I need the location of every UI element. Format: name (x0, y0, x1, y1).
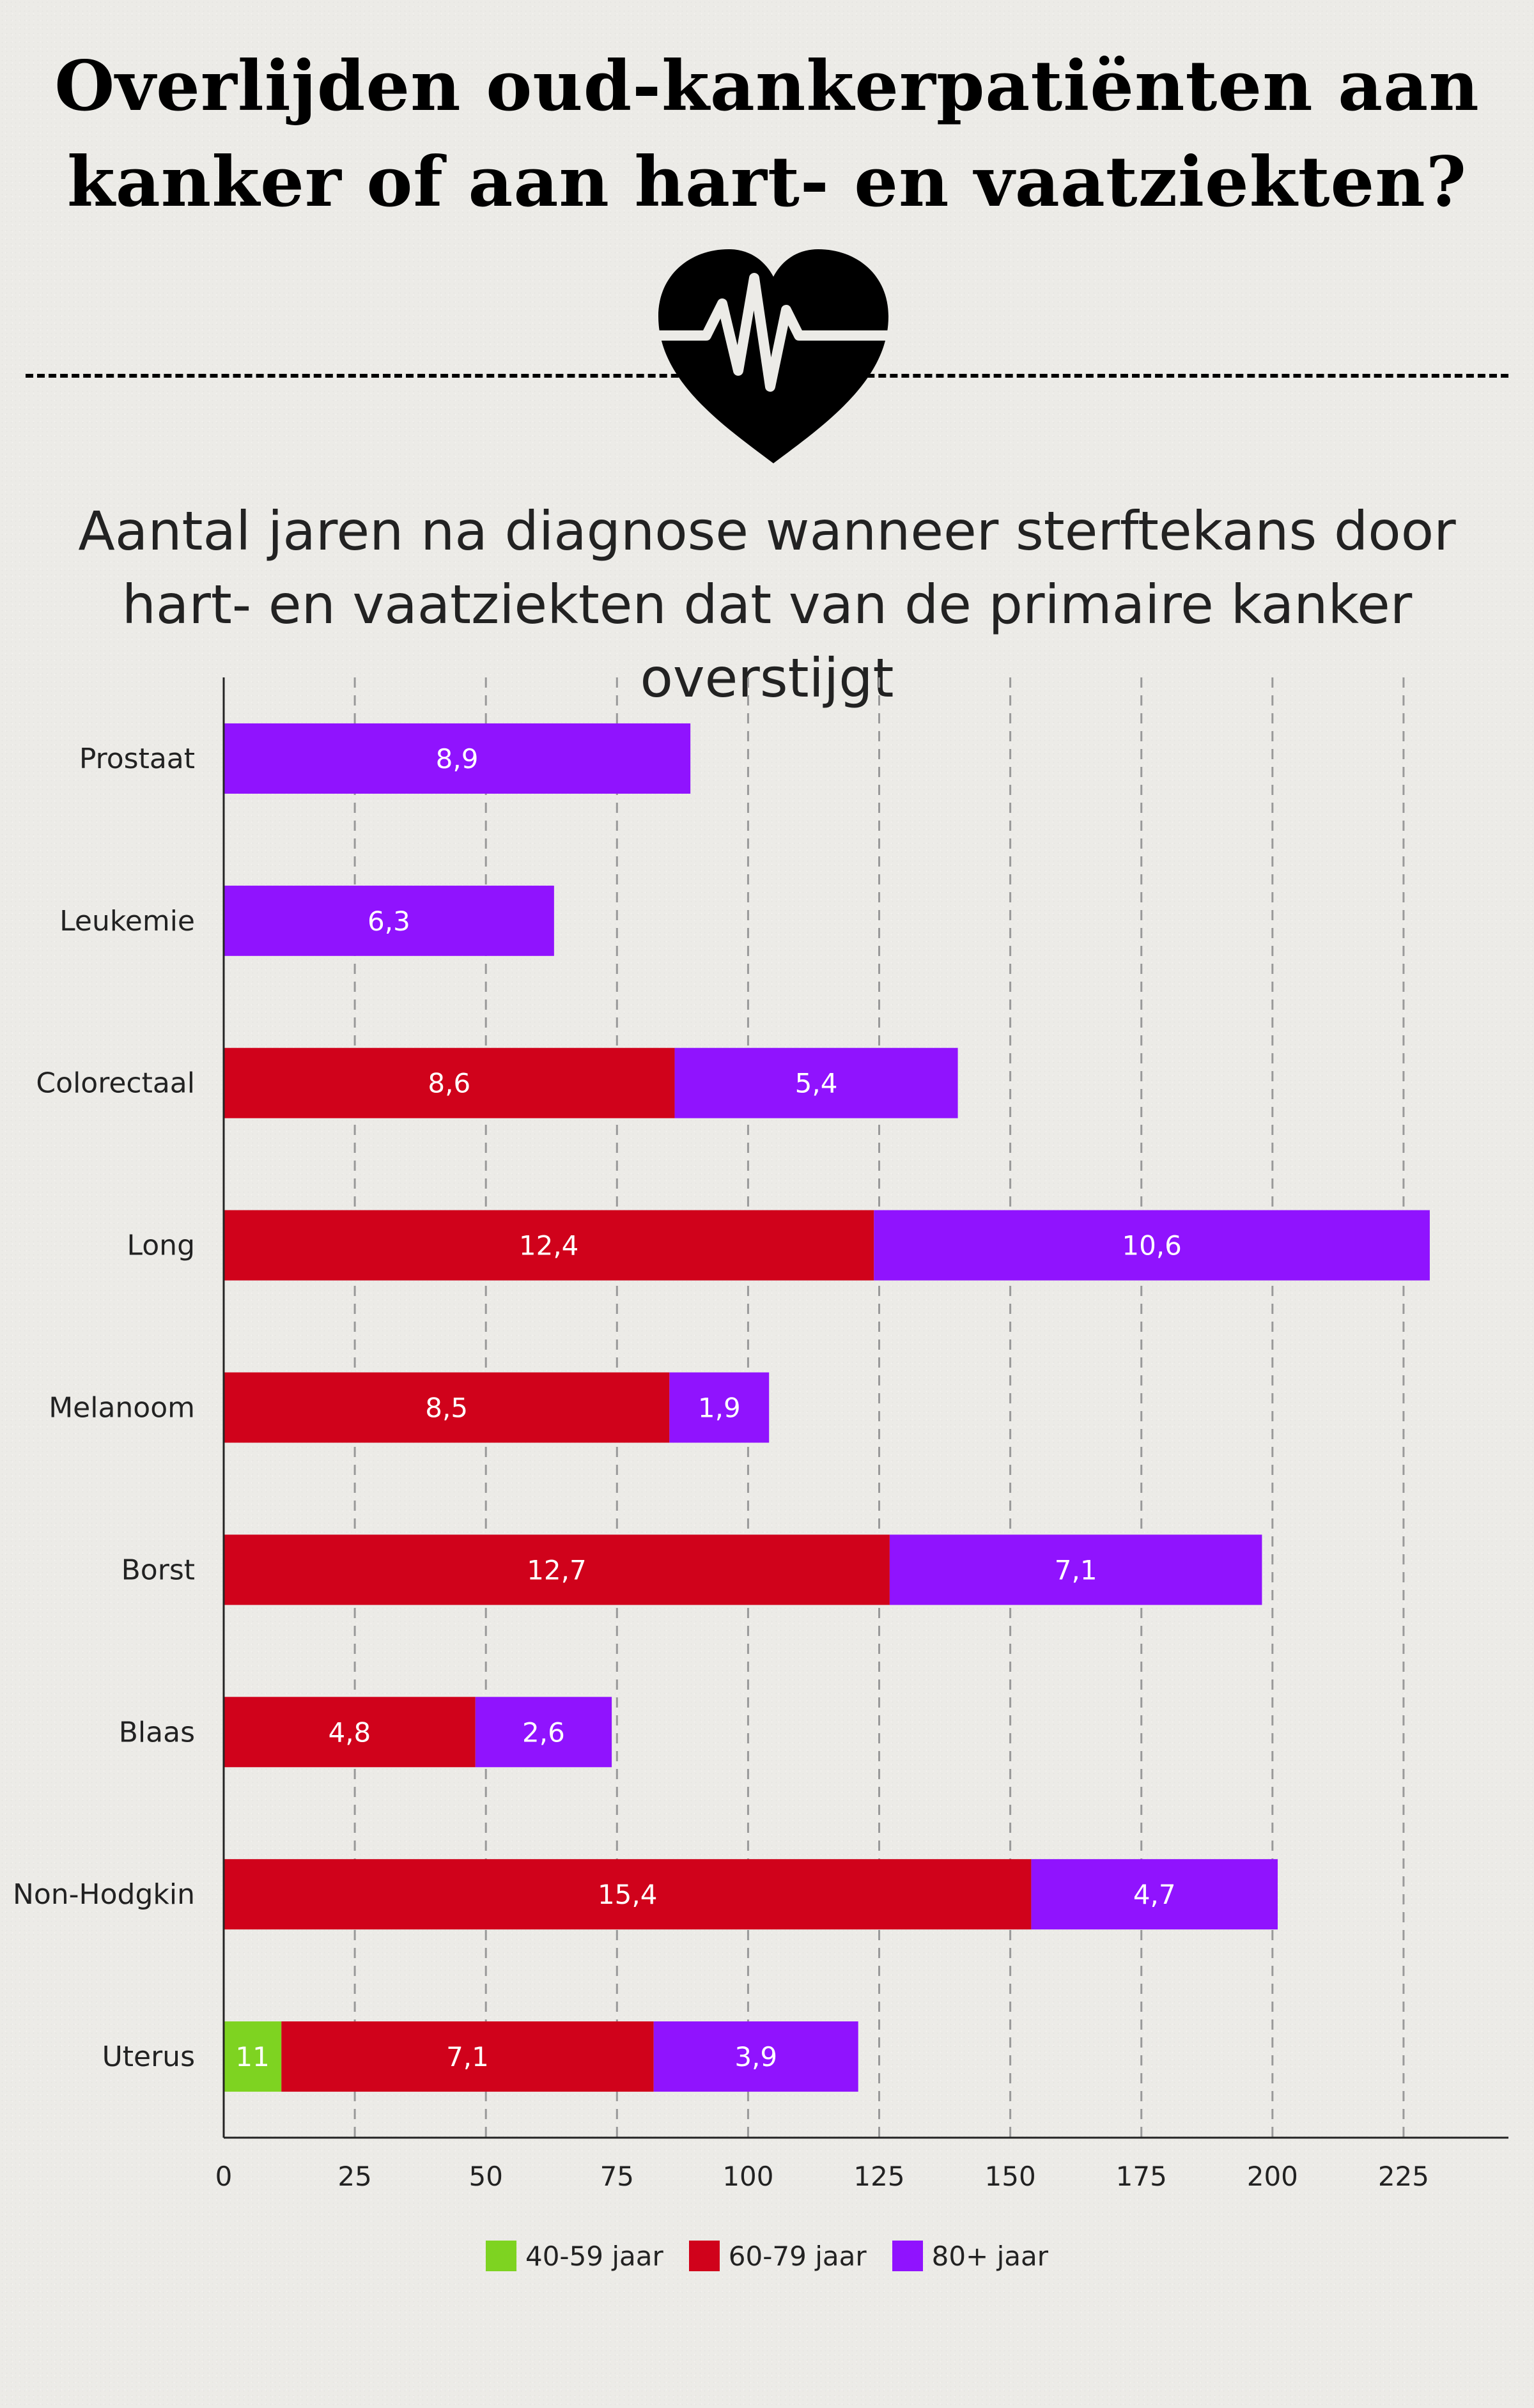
legend-swatch (892, 2241, 923, 2271)
chart-title: Aantal jaren na diagnose wanneer sterfte… (78, 500, 1456, 709)
bar-segment (889, 1534, 1262, 1605)
bar-value-label: 8,6 (428, 1068, 470, 1099)
bar-segment (224, 1372, 670, 1443)
bar-segment (874, 1210, 1430, 1281)
x-tick-label: 25 (337, 2161, 371, 2192)
bar-value-label: 7,1 (1055, 1554, 1097, 1586)
bar-value-label: 11 (235, 2041, 269, 2072)
bar-segment (224, 1534, 890, 1605)
legend-item: 80+ jaar (892, 2241, 1048, 2272)
x-tick-label: 150 (985, 2161, 1036, 2192)
x-tick-label: 75 (600, 2161, 634, 2192)
x-tick-label: 175 (1116, 2161, 1167, 2192)
bar-segment (224, 1047, 675, 1118)
x-tick-label: 50 (469, 2161, 502, 2192)
bar-segment (475, 1697, 612, 1768)
bar-segment (653, 2021, 858, 2092)
x-tick-label: 200 (1247, 2161, 1298, 2192)
bar-value-label: 15,4 (598, 1879, 658, 1910)
bar-value-label: 10,6 (1122, 1230, 1182, 1262)
chart-title-line: hart- en vaatziekten dat van de primaire… (122, 573, 1413, 636)
chart-title-line: overstijgt (640, 647, 894, 709)
category-label: Prostaat (79, 743, 195, 775)
bar-segment (224, 723, 691, 794)
bar-segment (281, 2021, 654, 2092)
bar-value-label: 1,9 (698, 1393, 741, 1424)
axes (222, 677, 1508, 2139)
category-label: Colorectaal (36, 1067, 195, 1100)
legend-item: 60-79 jaar (688, 2240, 867, 2272)
category-label: Borst (121, 1554, 195, 1586)
category-label: Long (127, 1230, 195, 1262)
x-tick-label: 225 (1378, 2161, 1429, 2192)
page-title: Overlijden oud-kankerpatiënten aan kanke… (0, 38, 1534, 230)
category-label: Uterus (102, 2041, 195, 2073)
bar-value-label: 4,8 (328, 1717, 371, 1748)
bar-segment (224, 885, 554, 956)
x-tick-label: 125 (853, 2161, 904, 2192)
x-tick-label: 100 (722, 2161, 773, 2192)
legend-label: 80+ jaar (931, 2240, 1049, 2272)
legend-label: 60-79 jaar (728, 2240, 867, 2272)
bar-segment (1031, 1859, 1278, 1930)
category-label: Leukemie (59, 905, 195, 938)
category-label: Blaas (119, 1716, 195, 1748)
category-label: Melanoom (49, 1392, 195, 1424)
bars: 8,9 6,3 8,6 5,4 12,4 10,6 8,5 1,9 12,7 7,1 4,8 2,6 1… (224, 723, 1430, 2092)
bar-value-label: 8,5 (425, 1393, 468, 1424)
chart-title-line: Aantal jaren na diagnose wanneer sterfte… (78, 500, 1456, 562)
bar-value-label: 8,9 (436, 743, 479, 775)
bar-segment (674, 1047, 958, 1118)
bar-value-label: 6,3 (368, 906, 410, 937)
legend-swatch (485, 2241, 516, 2271)
bar-value-label: 5,4 (795, 1068, 838, 1099)
bar-value-label: 12,4 (519, 1230, 579, 1262)
bar-segment (224, 2021, 282, 2092)
bar-value-label: 3,9 (734, 2041, 777, 2072)
bar-segment (669, 1372, 770, 1443)
x-tick-labels: 0 25 50 75 100 125 150 175 200 225 (215, 2161, 1429, 2192)
bar-value-label: 12,7 (527, 1554, 587, 1586)
category-labels: Prostaat Leukemie Colorectaal Long Melanoom B… (13, 743, 195, 2073)
bar-segment (224, 1210, 874, 1281)
bar-segment (224, 1859, 1032, 1930)
bar-value-label: 4,7 (1133, 1879, 1176, 1910)
title-line-2: kanker of aan hart- en vaatziekten? (67, 142, 1467, 222)
legend: 40-59 jaar 60-79 jaar 80+ jaar (0, 2230, 1534, 2281)
title-line-1: Overlijden oud-kankerpatiënten aan (54, 46, 1480, 127)
bar-segment (224, 1697, 476, 1768)
heart-pulse-icon (646, 240, 901, 470)
legend-item: 40-59 jaar (485, 2240, 663, 2272)
category-label: Non-Hodgkin (13, 1878, 195, 1911)
bar-value-label: 2,6 (522, 1717, 565, 1748)
x-tick-label: 0 (215, 2161, 233, 2192)
legend-swatch (688, 2241, 720, 2271)
bar-value-label: 7,1 (446, 2041, 489, 2072)
legend-label: 40-59 jaar (525, 2240, 663, 2272)
